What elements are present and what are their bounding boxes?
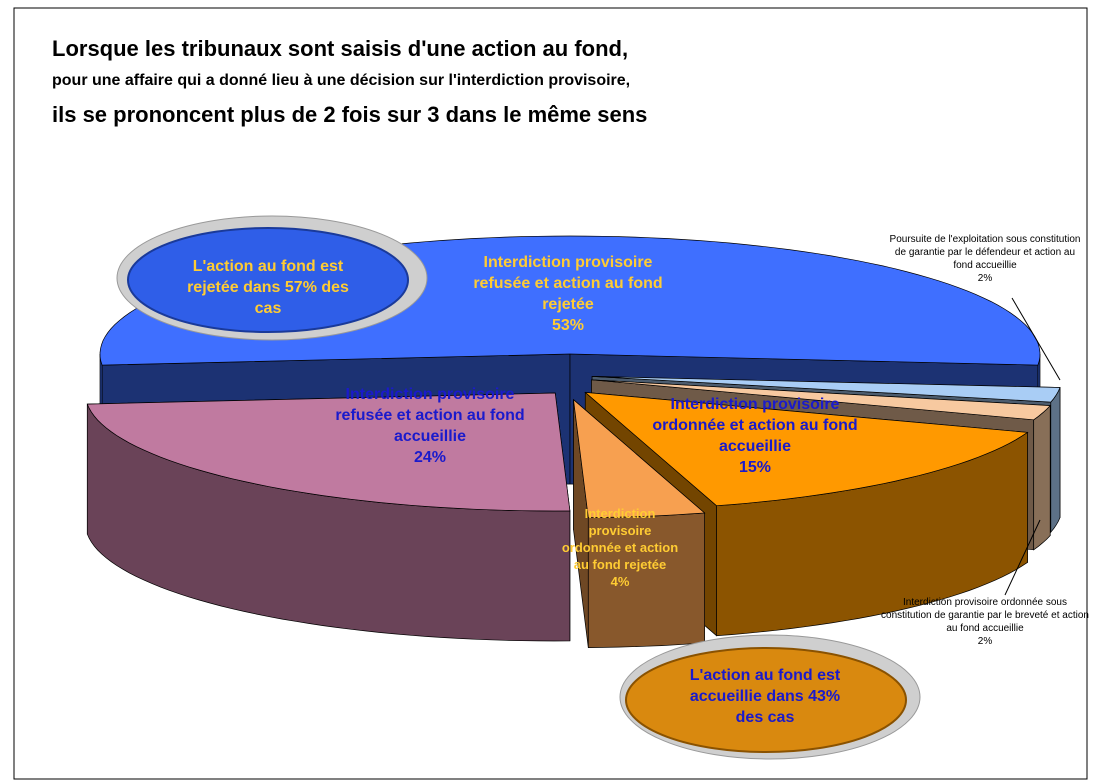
- callout: [625, 647, 907, 753]
- title: ils se prononcent plus de 2 fois sur 3 d…: [52, 102, 648, 127]
- slice: [591, 379, 1051, 421]
- slice-label: Interdiction provisoire refusée et actio…: [320, 384, 540, 468]
- pie: [86, 235, 1061, 648]
- value-label: 53%: [551, 317, 585, 334]
- title: pour une affaire qui a donné lieu à une …: [52, 72, 631, 89]
- value-label: 24%: [413, 449, 447, 466]
- slice-label: Poursuite de l'exploitation sous constit…: [885, 233, 1085, 285]
- annotation: L'action au fond est rejetée dans 57% de…: [187, 258, 349, 317]
- value-label: 2%: [977, 636, 993, 647]
- slice-side: [1050, 387, 1061, 534]
- value-label: 4%: [610, 574, 630, 589]
- category-label: Interdiction provisoire ordonnée et acti…: [652, 396, 858, 455]
- slice-label: Interdiction provisoire ordonnée et acti…: [650, 394, 860, 478]
- slice-label: Interdiction provisoire ordonnée et acti…: [560, 505, 680, 590]
- annotation: L'action au fond est accueillie dans 43%…: [689, 667, 841, 726]
- slice: [592, 376, 1061, 403]
- value-label: 2%: [977, 273, 993, 284]
- slice-label: Interdiction provisoire ordonnée sous co…: [880, 596, 1090, 648]
- callout: [127, 227, 409, 333]
- leader-line: [1011, 297, 1061, 381]
- category-label: Interdiction provisoire ordonnée et acti…: [561, 506, 679, 572]
- slice-label: Interdiction provisoire refusée et actio…: [453, 252, 683, 336]
- leader-line: [1004, 519, 1041, 596]
- slice: [86, 392, 571, 512]
- slice: [584, 391, 1029, 507]
- category-label: Interdiction provisoire refusée et actio…: [335, 386, 525, 445]
- slice: [573, 398, 706, 518]
- category-label: Interdiction provisoire refusée et actio…: [473, 254, 663, 313]
- category-label: Poursuite de l'exploitation sous constit…: [889, 234, 1081, 271]
- category-label: Interdiction provisoire ordonnée sous co…: [881, 597, 1089, 634]
- value-label: 15%: [738, 459, 772, 476]
- title: Lorsque les tribunaux sont saisis d'une …: [52, 36, 629, 61]
